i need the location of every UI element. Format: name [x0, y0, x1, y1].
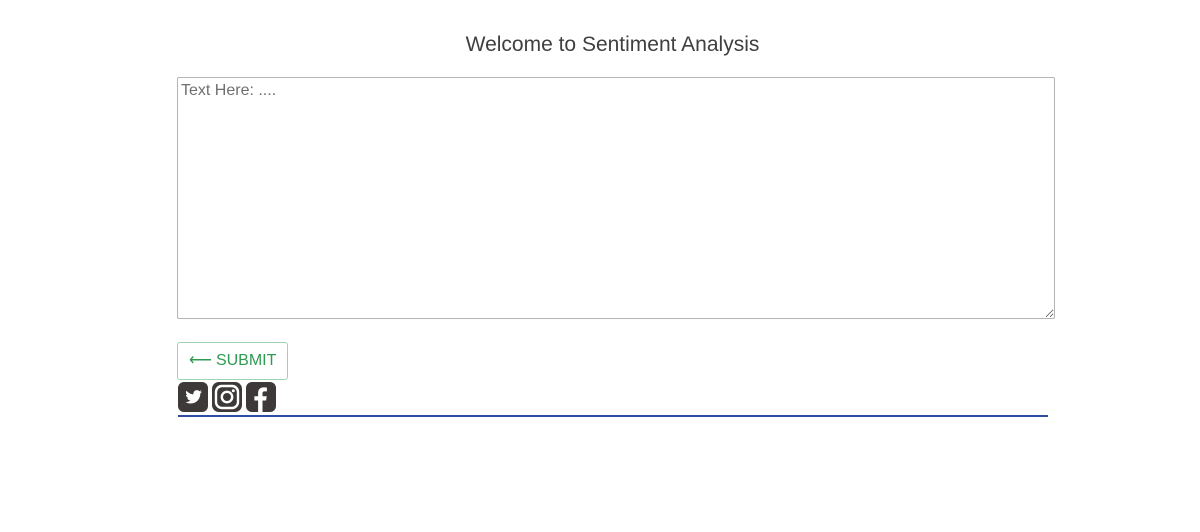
facebook-icon — [246, 382, 276, 412]
page-title: Welcome to Sentiment Analysis — [465, 33, 760, 56]
twitter-link[interactable] — [178, 382, 208, 412]
social-links — [178, 382, 276, 412]
arrow-left-icon: ⟵ — [189, 352, 212, 369]
text-input[interactable] — [177, 77, 1055, 319]
instagram-icon — [212, 382, 242, 412]
divider — [178, 415, 1048, 417]
facebook-link[interactable] — [246, 382, 276, 412]
submit-label: SUBMIT — [215, 352, 277, 369]
submit-button[interactable]: ⟵ SUBMIT — [177, 342, 289, 380]
twitter-icon — [178, 382, 208, 412]
instagram-link[interactable] — [212, 382, 242, 412]
